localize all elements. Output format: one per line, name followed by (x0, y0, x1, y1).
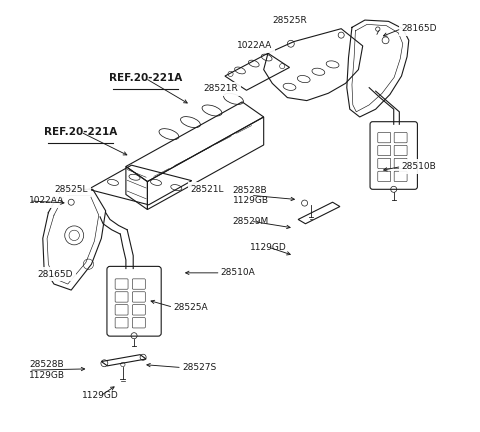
Text: 28510B: 28510B (401, 162, 436, 171)
Text: 28165D: 28165D (37, 270, 73, 279)
Text: REF.20-221A: REF.20-221A (108, 73, 182, 83)
Text: 28529M: 28529M (233, 217, 269, 226)
Text: 28525R: 28525R (272, 16, 307, 25)
Text: 1022AA: 1022AA (238, 41, 273, 51)
Text: 28525A: 28525A (173, 303, 208, 312)
Text: 1022AA: 1022AA (29, 197, 64, 206)
Text: 28510A: 28510A (221, 268, 255, 277)
Text: 28521L: 28521L (191, 185, 224, 194)
Text: 28527S: 28527S (182, 363, 216, 372)
Text: 28525L: 28525L (55, 185, 88, 194)
Text: REF.20-221A: REF.20-221A (44, 127, 117, 137)
Text: 28528B
1129GB: 28528B 1129GB (233, 186, 269, 205)
Text: 1129GD: 1129GD (82, 391, 119, 400)
Text: 28165D: 28165D (401, 24, 437, 33)
Text: 28521R: 28521R (203, 85, 238, 93)
Text: 28528B
1129GB: 28528B 1129GB (29, 360, 65, 380)
Text: 1129GD: 1129GD (250, 242, 287, 251)
